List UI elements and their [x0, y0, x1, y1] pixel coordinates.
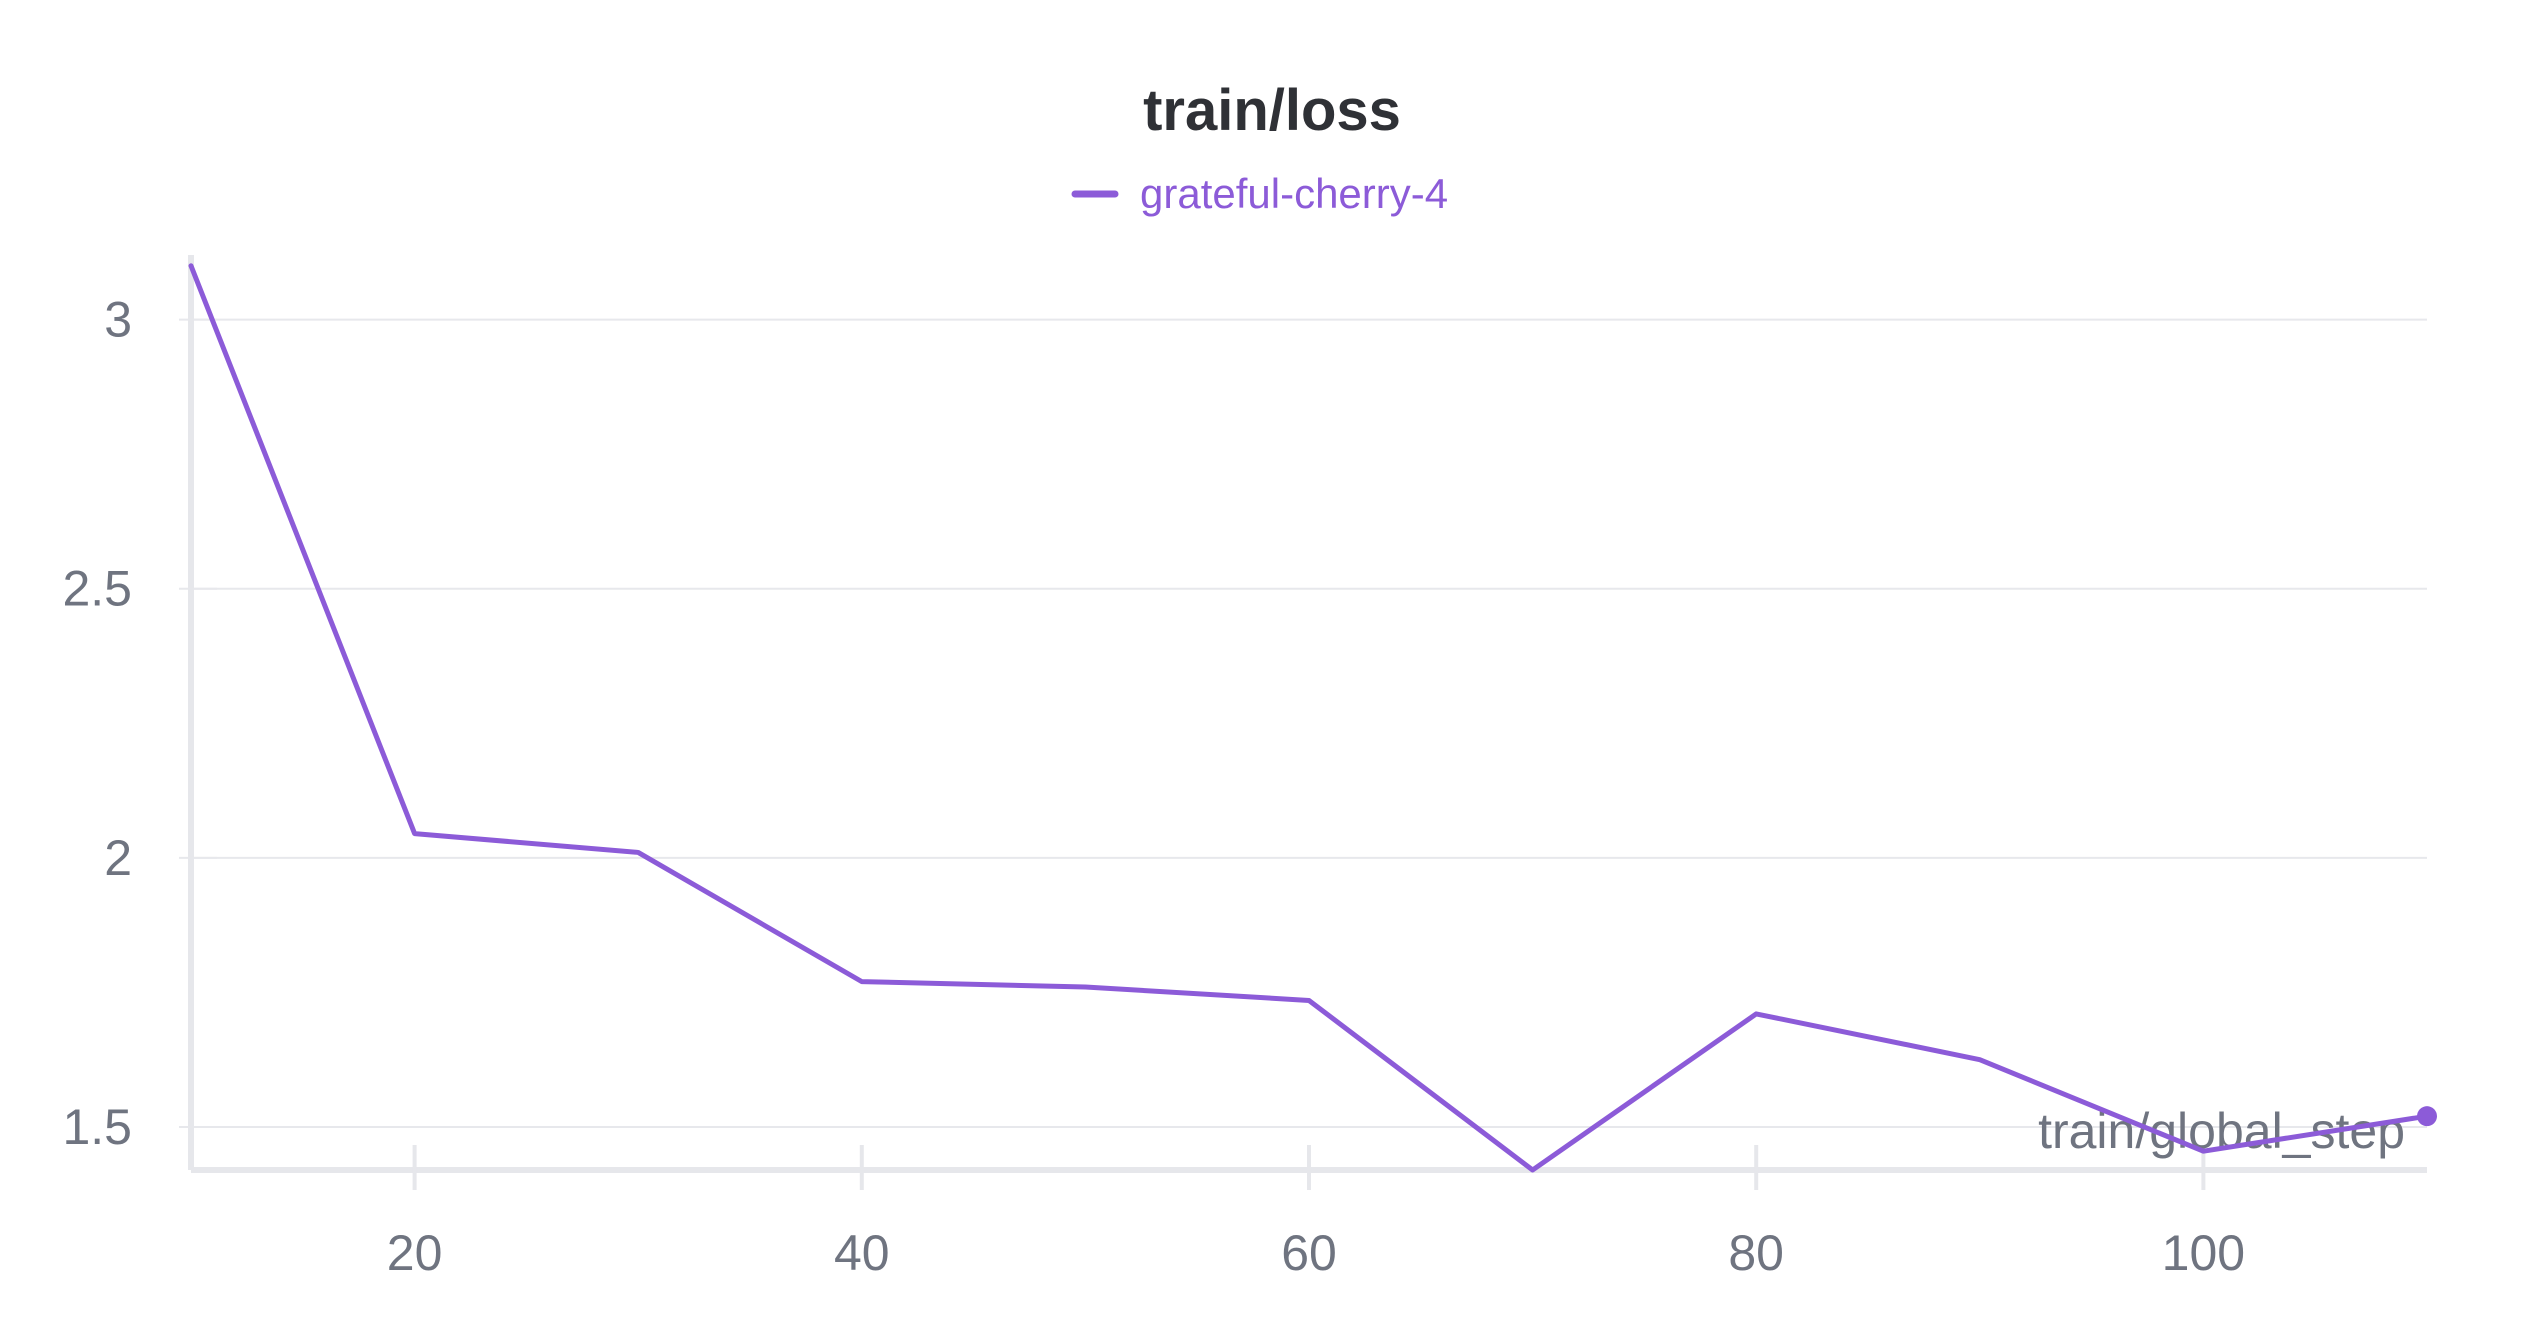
legend-series-label[interactable]: grateful-cherry-4 [1140, 170, 1448, 217]
x-tick-label: 20 [387, 1225, 443, 1281]
x-tick-label: 60 [1281, 1225, 1337, 1281]
y-axis: 3 2.5 2 1.5 [62, 255, 217, 1170]
series-layer [188, 263, 2437, 1173]
chart-title: train/loss [1143, 78, 1401, 143]
y-tick-label: 2 [104, 830, 132, 886]
y-tick-label: 1.5 [62, 1099, 132, 1155]
x-tick-label: 40 [834, 1225, 890, 1281]
x-tick-label: 100 [2162, 1225, 2245, 1281]
y-tick-label: 2.5 [62, 561, 132, 617]
y-tick-label: 3 [104, 292, 132, 348]
series-line[interactable] [188, 263, 2430, 1173]
grid [191, 318, 2427, 1128]
x-tick-label: 80 [1728, 1225, 1784, 1281]
series-endpoint[interactable] [2417, 1106, 2437, 1127]
legend[interactable]: grateful-cherry-4 [1071, 170, 1448, 217]
